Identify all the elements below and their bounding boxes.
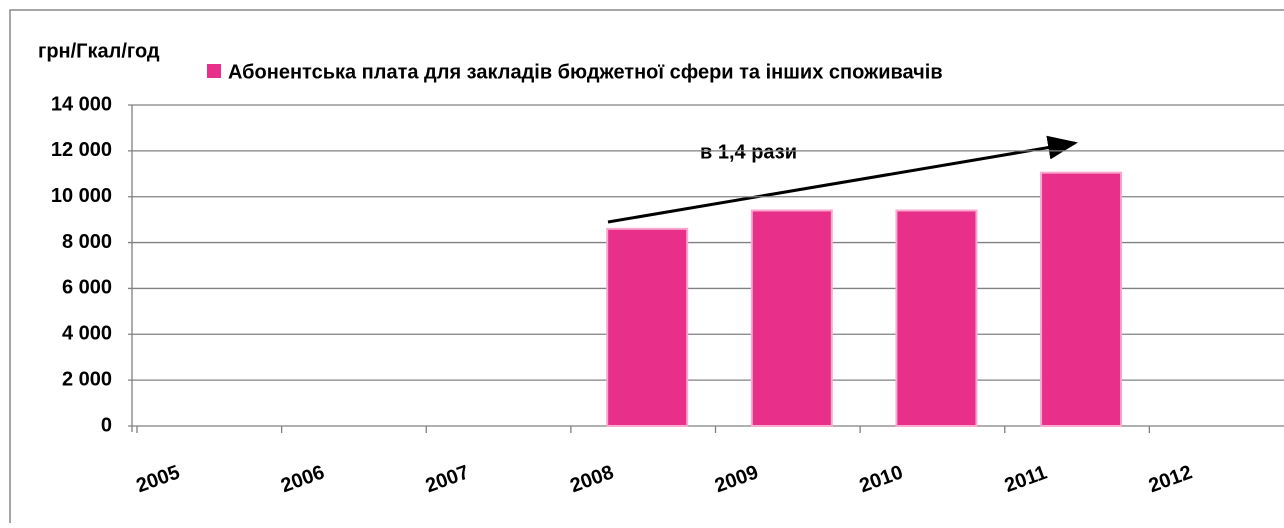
y-tick-label: 10 000: [51, 185, 112, 207]
y-tick-label: 12 000: [51, 139, 112, 161]
y-tick-label: 8 000: [62, 231, 112, 253]
y-tick-label: 14 000: [51, 93, 112, 115]
bar: [895, 209, 978, 427]
x-tick-label: 2011: [1002, 462, 1050, 498]
bar: [1040, 171, 1123, 427]
x-tick-label: 2012: [1146, 461, 1195, 497]
annotation-arrow: [607, 135, 1078, 224]
x-tick-label: 2009: [712, 461, 761, 497]
x-tick-label: 2007: [423, 461, 472, 497]
x-tick-label: 2010: [857, 461, 906, 497]
y-axis-label: грн/Гкал/год: [38, 40, 160, 62]
y-tick-label: 6 000: [62, 277, 112, 299]
legend-label: Абонентська плата для закладів бюджетної…: [228, 61, 943, 83]
x-tick-label: 2008: [567, 461, 616, 497]
annotation: в 1,4 рази: [700, 141, 797, 163]
bar: [606, 227, 689, 427]
y-tick-label: 4 000: [62, 323, 112, 345]
x-tick-label: 2006: [278, 461, 327, 497]
legend-marker: [207, 64, 221, 78]
x-tick-label: 2005: [133, 461, 182, 497]
y-tick-label: 0: [101, 414, 112, 436]
y-tick-label: 2 000: [62, 368, 112, 390]
bar: [750, 209, 833, 427]
frame: [9, 9, 1284, 523]
